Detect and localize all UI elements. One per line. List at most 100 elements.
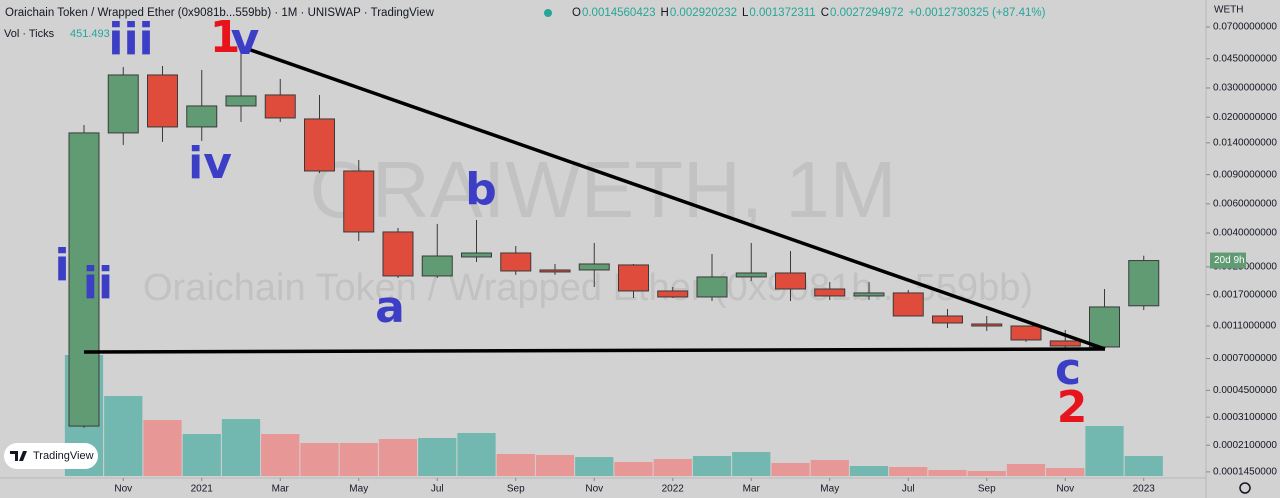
candle-body: [1049, 340, 1081, 347]
y-tick-label: 0.0004500000: [1213, 385, 1277, 396]
volume-bar: [143, 419, 182, 476]
currency: WETH: [1214, 5, 1243, 16]
y-axis: 0.0700000000 0.0450000000 0.0300000000 0.02…: [1206, 22, 1277, 478]
logo: TradingView: [4, 443, 98, 469]
candle-body: [971, 323, 1003, 327]
candle-body: [264, 94, 296, 119]
wave-label: iv: [188, 138, 232, 189]
y-tick-label: 0.0007000000: [1213, 353, 1277, 364]
candle-body: [304, 118, 335, 172]
y-tick-label: 0.0001450000: [1213, 467, 1277, 478]
x-axis: Nov 2021 Mar May Jul Sep Nov 2022 Mar May Jul Sep No…: [114, 478, 1155, 495]
volume-bar: [339, 442, 378, 476]
wave-label: b: [465, 164, 497, 215]
settings-icon[interactable]: [1239, 482, 1251, 494]
candle-body: [147, 74, 178, 128]
ohlc-value: 0.002920232: [670, 7, 737, 19]
candle-body: [1010, 325, 1042, 341]
x-tick-label: Nov: [585, 484, 603, 495]
price-axis-bg: [1206, 0, 1280, 498]
plot: [64, 49, 1163, 476]
volume-bar: [1124, 456, 1163, 476]
change: +0.0012730325 (+87.41%): [909, 7, 1046, 19]
volume-bar: [1006, 464, 1046, 476]
x-tick-label: Nov: [114, 484, 132, 495]
status-dot: [544, 9, 552, 17]
candle-body: [1128, 260, 1160, 307]
volume-bar: [457, 432, 496, 476]
volume-label: Vol · Ticks: [4, 28, 55, 40]
volume-bar: [575, 457, 614, 476]
ohlc-label: H: [661, 7, 669, 19]
candle-body: [814, 288, 846, 297]
ohlc-value: 0.0014560423: [582, 7, 656, 19]
y-tick-label: 0.0300000000: [1213, 83, 1277, 94]
candle-body: [421, 255, 453, 277]
wave-label: c: [1055, 344, 1081, 395]
candle-body: [539, 269, 571, 273]
x-tick-label: 2023: [1133, 484, 1156, 495]
volume-bar: [1046, 467, 1085, 476]
candle-body: [578, 263, 610, 271]
chart-title: Oraichain Token / Wrapped Ether (0x9081b…: [5, 7, 435, 19]
gear[interactable]: [1239, 482, 1251, 494]
y-tick-label: 0.0002100000: [1213, 440, 1277, 451]
x-tick-label: Sep: [507, 484, 525, 495]
volume-bar: [614, 462, 653, 476]
candle-body: [735, 272, 767, 278]
candle-body: [1089, 306, 1120, 348]
candle-body: [186, 105, 218, 128]
header: Oraichain Token / Wrapped Ether (0x9081b…: [4, 7, 1046, 40]
x-tick-label: Sep: [978, 484, 996, 495]
candle-body: [461, 252, 492, 258]
watermark: ORAIWETH, 1M: [310, 145, 897, 234]
x-tick-label: 2021: [191, 484, 214, 495]
logo-bg: [4, 443, 98, 469]
candle-body: [107, 74, 139, 134]
volume-bar: [1085, 426, 1124, 476]
countdown-bg: [1210, 252, 1246, 269]
x-tick-label: Nov: [1056, 484, 1074, 495]
ohlc-value: 0.001372311: [749, 7, 815, 19]
x-tick-label: May: [820, 484, 839, 495]
candle-body: [343, 170, 375, 233]
y-tick-label: 0.0140000000: [1213, 137, 1277, 148]
volume-bar: [889, 467, 928, 476]
wave-label: 1: [210, 12, 241, 63]
volume-bar: [653, 459, 692, 476]
volume-bar: [378, 439, 418, 476]
y-tick-label: 0.0040000000: [1213, 228, 1277, 239]
y-tick-label: 0.0003100000: [1213, 412, 1277, 423]
x-tick-label: Mar: [272, 484, 290, 495]
volume-bar: [496, 454, 535, 476]
candle-body: [225, 95, 257, 107]
volume-bar: [535, 454, 575, 476]
volume-bar: [418, 437, 457, 476]
volume-bar: [849, 466, 889, 476]
volume-bar: [261, 434, 300, 476]
y-tick-label: 0.0011000000: [1213, 321, 1277, 332]
x-tick-label: Mar: [743, 484, 761, 495]
logo-text: TradingView: [33, 450, 94, 462]
countdown: 20d 9h: [1214, 255, 1245, 266]
candle-body: [657, 290, 689, 298]
candle-body: [382, 231, 414, 277]
trend-line: [244, 46, 1106, 351]
wave-label: i: [54, 240, 69, 291]
volume-bar: [771, 462, 810, 476]
logo-icon: [10, 451, 27, 461]
volume-bar: [732, 452, 771, 476]
y-tick-label: 0.0450000000: [1213, 53, 1277, 64]
volume-bar: [221, 419, 261, 476]
candle-body: [68, 132, 100, 427]
volume-bar: [810, 459, 849, 476]
y-tick-label: 0.0700000000: [1213, 22, 1277, 33]
candle-body: [775, 272, 806, 290]
candle-body: [892, 292, 924, 317]
ohlc-value: 0.0027294972: [830, 7, 904, 19]
x-tick-label: Jul: [431, 484, 444, 495]
wave-label: a: [375, 282, 405, 333]
